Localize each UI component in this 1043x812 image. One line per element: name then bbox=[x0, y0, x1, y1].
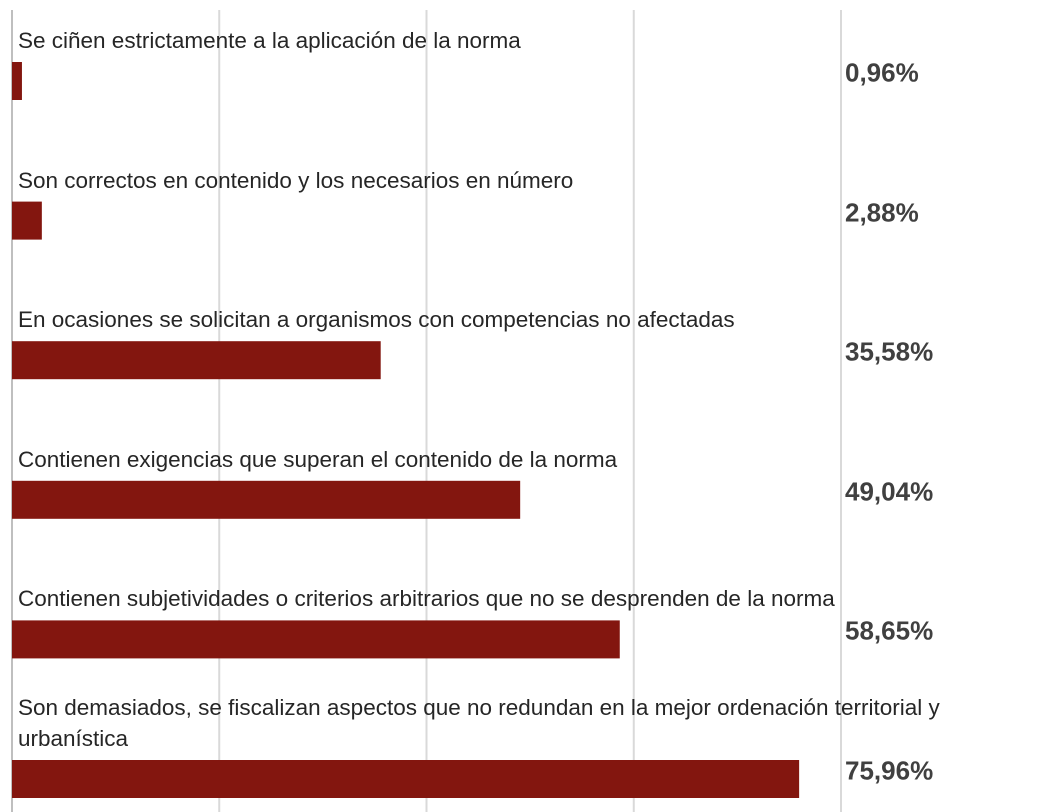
bar bbox=[12, 760, 800, 798]
bar bbox=[12, 480, 521, 519]
value-label: 75,96% bbox=[845, 755, 934, 786]
category-label: Son correctos en contenido y los necesar… bbox=[18, 167, 574, 193]
value-label: 2,88% bbox=[845, 197, 919, 228]
category-label: Contienen exigencias que superan el cont… bbox=[18, 446, 618, 472]
bar bbox=[12, 62, 22, 100]
bar bbox=[12, 341, 381, 380]
value-label: 49,04% bbox=[845, 476, 934, 507]
category-label: Contienen subjetividades o criterios arb… bbox=[18, 586, 835, 612]
bar bbox=[12, 620, 620, 659]
value-label: 0,96% bbox=[845, 57, 919, 88]
category-label: En ocasiones se solicitan a organismos c… bbox=[18, 307, 735, 333]
value-label: 58,65% bbox=[845, 615, 934, 646]
category-label: Se ciñen estrictamente a la aplicación d… bbox=[18, 28, 521, 53]
value-label: 35,58% bbox=[845, 336, 934, 367]
bar bbox=[12, 201, 42, 240]
category-label: Son demasiados, se fiscalizan aspectos q… bbox=[18, 695, 940, 751]
